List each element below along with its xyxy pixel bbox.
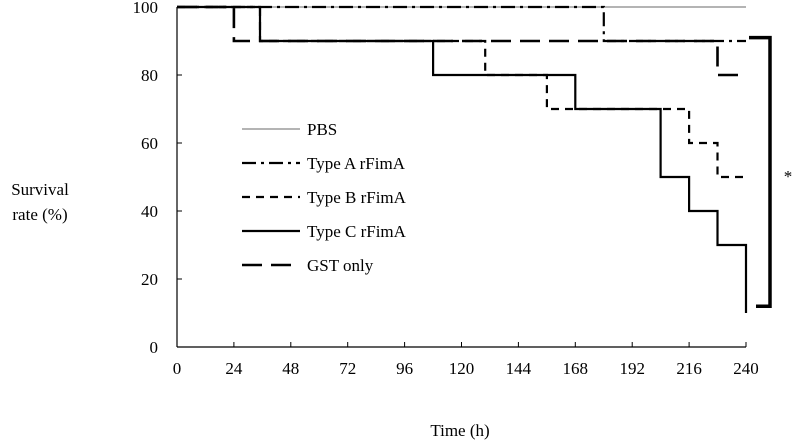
y-axis-title-line-2: rate (%) [12,205,67,224]
series-line-type-c-rfima [177,5,748,313]
legend-label: PBS [307,120,337,139]
series-layer [177,5,748,313]
y-axis-title-line-1: Survival [11,180,69,199]
x-axis-title: Time (h) [430,421,489,440]
x-tick-label: 144 [506,359,532,378]
legend-label: Type B rFimA [307,188,407,207]
y-tick-label: 80 [141,66,158,85]
y-tick-label: 60 [141,134,158,153]
annotations: * [749,35,793,308]
y-tick-label: 100 [133,0,159,17]
significance-bracket [749,35,772,308]
axes: 0 24 48 72 96 120 144 168 192 216 240 0 20 40 60 80 100 [133,0,759,378]
x-tick-label: 120 [449,359,475,378]
significance-marker: * [784,167,793,186]
legend: PBS Type A rFimA Type B rFimA Type C rFimA G… [242,120,407,275]
x-tick-label: 168 [563,359,589,378]
legend-label: Type C rFimA [307,222,407,241]
series-line-gst-only [177,5,746,77]
x-tick-label: 72 [339,359,356,378]
y-tick-label: 0 [150,338,159,357]
legend-label: Type A rFimA [307,154,406,173]
x-tick-label: 0 [173,359,182,378]
series-line-type-a-rfima [177,5,746,43]
x-tick-label: 216 [676,359,702,378]
x-tick-label: 96 [396,359,413,378]
x-tick-label: 24 [225,359,243,378]
x-tick-label: 48 [282,359,299,378]
y-tick-label: 40 [141,202,158,221]
x-tick-label: 192 [619,359,645,378]
legend-label: GST only [307,256,374,275]
y-tick-label: 20 [141,270,158,289]
x-tick-label: 240 [733,359,759,378]
